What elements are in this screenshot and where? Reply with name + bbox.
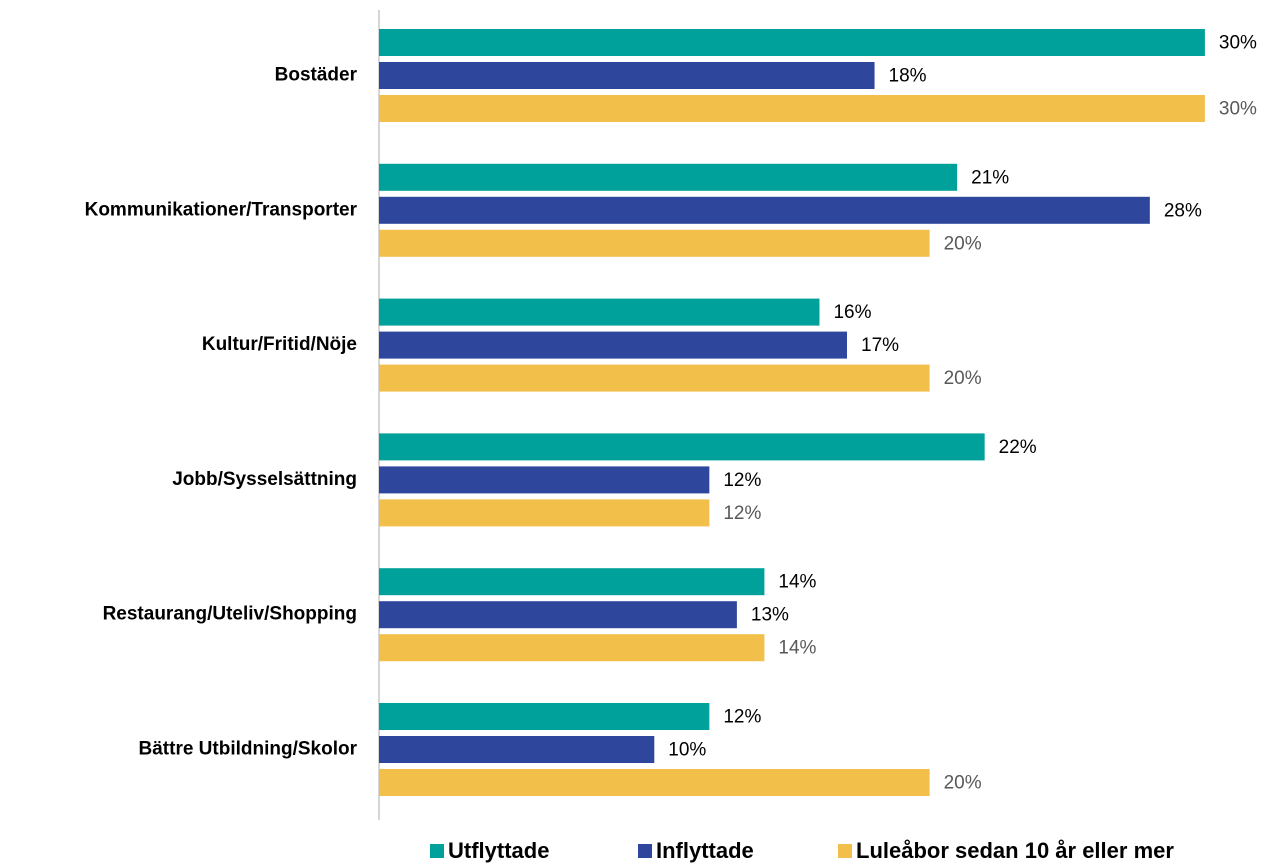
bar [379, 703, 710, 730]
value-label: 20% [944, 773, 982, 794]
legend-swatch [638, 844, 652, 858]
bar [379, 196, 1150, 224]
bar [379, 601, 737, 629]
bar [379, 568, 765, 596]
value-label: 12% [723, 503, 761, 524]
value-label: 12% [723, 707, 761, 728]
value-label: 12% [723, 470, 761, 491]
bar [379, 29, 1205, 56]
category-label: Kultur/Fritid/Nöje [202, 334, 357, 355]
value-label: 14% [778, 638, 816, 659]
value-label: 16% [833, 302, 871, 323]
value-label: 17% [861, 335, 899, 356]
value-label: 20% [944, 368, 982, 389]
bar [379, 298, 820, 326]
value-label: 21% [971, 167, 1009, 188]
bar [379, 466, 710, 494]
value-label: 28% [1164, 200, 1202, 221]
bar [379, 769, 930, 796]
value-label: 22% [999, 437, 1037, 458]
category-label: Bättre Utbildning/Skolor [139, 739, 358, 760]
category-label: Kommunikationer/Transporter [85, 199, 358, 220]
bar [379, 163, 958, 191]
legend-label: Luleåbor sedan 10 år eller mer [856, 838, 1174, 863]
category-label: Restaurang/Uteliv/Shopping [103, 604, 357, 625]
value-label: 18% [889, 66, 927, 87]
bar [379, 95, 1205, 122]
legend-label: Inflyttade [656, 838, 754, 863]
value-label: 20% [944, 233, 982, 254]
category-label: Bostäder [275, 65, 358, 86]
bar [379, 433, 985, 461]
legend-swatch [430, 844, 444, 858]
category-label: Jobb/Sysselsättning [172, 469, 357, 490]
value-label: 14% [778, 572, 816, 593]
bar [379, 229, 930, 257]
bar [379, 364, 930, 392]
bar [379, 499, 710, 527]
value-label: 30% [1219, 99, 1257, 120]
value-label: 10% [668, 740, 706, 761]
value-label: 30% [1219, 33, 1257, 54]
legend-label: Utflyttade [448, 838, 549, 863]
value-label: 13% [751, 605, 789, 626]
bar [379, 634, 765, 662]
bar [379, 331, 848, 359]
bar [379, 736, 655, 763]
legend-swatch [838, 844, 852, 858]
bar [379, 62, 875, 89]
